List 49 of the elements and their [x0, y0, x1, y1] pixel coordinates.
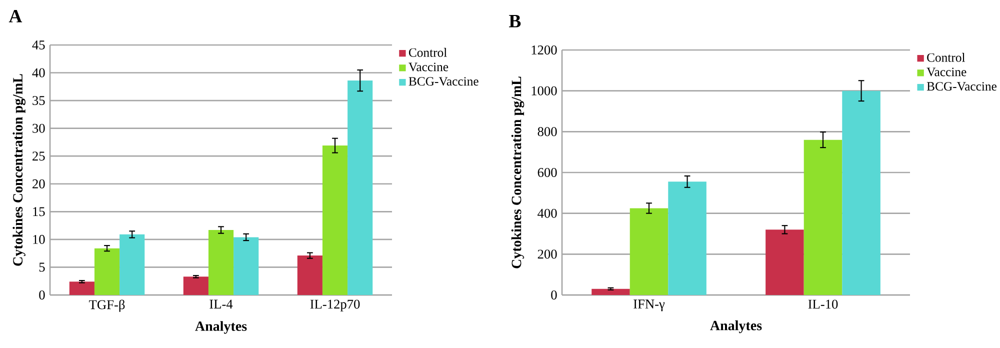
y-axis-title: Cytokines Concentration pg/mL: [12, 74, 26, 266]
y-tick-label: 0: [551, 290, 557, 300]
chart-title: B: [509, 14, 521, 28]
y-tick-label: 25: [32, 152, 45, 161]
y-tick-label: 600: [538, 168, 557, 177]
y-tick-label: 200: [538, 250, 557, 259]
y-tick-label: 1000: [532, 86, 557, 96]
y-tick-label: 0: [39, 290, 45, 300]
bar: [630, 208, 668, 295]
bar: [234, 237, 259, 295]
legend-label: Vaccine: [926, 68, 966, 76]
x-axis-title: Analytes: [710, 320, 762, 334]
y-tick-label: 45: [32, 40, 45, 50]
legend-label: Vaccine: [408, 62, 448, 72]
bar: [208, 230, 234, 295]
bar: [592, 288, 630, 295]
y-tick-label: 35: [32, 96, 45, 106]
x-tick-label: IL-12p70: [310, 300, 360, 312]
y-tick-label: 400: [538, 208, 557, 218]
y-tick-label: 20: [32, 179, 45, 188]
bar: [842, 90, 880, 295]
bar: [69, 282, 94, 295]
bar: [297, 256, 322, 295]
chart-title: A: [8, 10, 22, 22]
y-tick-label: 5: [39, 262, 45, 272]
bar: [322, 146, 348, 295]
bar: [766, 230, 804, 295]
legend-label: BCG-Vaccine: [926, 82, 996, 91]
legend-label: BCG-Vaccine: [408, 77, 478, 86]
x-tick-label: TGF-β: [89, 300, 125, 312]
bar: [804, 140, 842, 295]
bar: [183, 276, 208, 295]
y-axis-title: Cytokines Concentration pg/mL: [511, 76, 524, 268]
y-tick-label: 800: [538, 127, 557, 136]
bar: [94, 248, 120, 295]
legend-label: Control: [927, 52, 966, 62]
y-tick-label: 40: [32, 68, 45, 78]
legend-label: Control: [408, 48, 447, 57]
y-tick-label: 10: [33, 234, 45, 244]
y-tick-label: 30: [32, 124, 45, 133]
bar: [668, 182, 706, 295]
x-tick-label: IL-10: [808, 300, 838, 309]
x-tick-label: IFN-γ: [634, 300, 665, 312]
x-tick-label: IL-4: [210, 300, 233, 308]
bar: [348, 80, 373, 295]
x-axis-title: Analytes: [195, 321, 247, 334]
bar: [120, 234, 145, 295]
y-tick-label: 15: [33, 207, 45, 216]
y-tick-label: 1200: [532, 45, 557, 54]
